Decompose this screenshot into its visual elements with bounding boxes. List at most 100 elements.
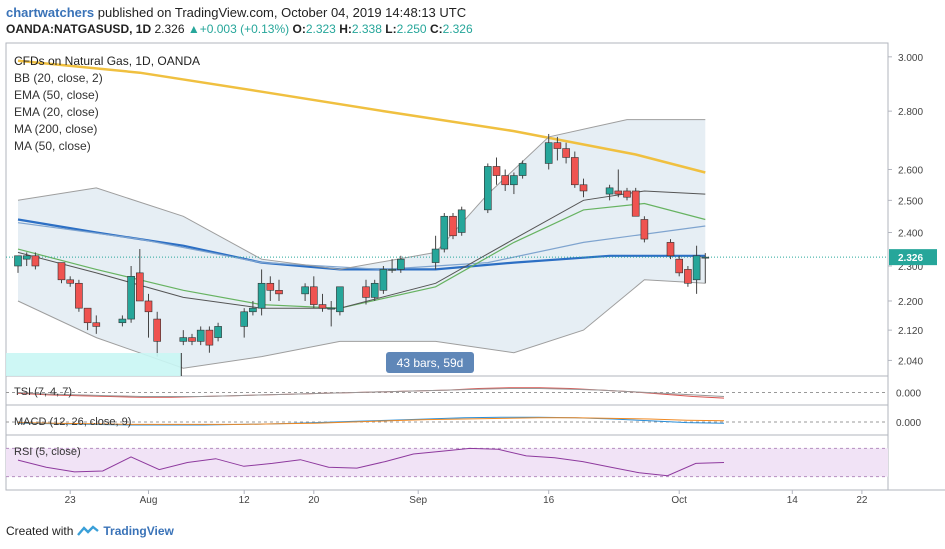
candle — [684, 265, 692, 287]
bb-band — [18, 119, 706, 369]
candle — [327, 300, 336, 327]
legend-ema20: EMA (20, close) — [14, 105, 99, 119]
candle — [388, 259, 396, 273]
candle-body — [205, 329, 214, 346]
time-axis: 23 Aug 12 20 Sep 16 Oct 14 22 — [65, 490, 868, 506]
candle-body — [196, 329, 205, 342]
tradingview-logo-icon — [77, 525, 100, 536]
candle-body — [266, 282, 275, 291]
candle — [492, 157, 501, 185]
time-tick-label: 14 — [787, 495, 799, 506]
candle-body — [179, 337, 188, 342]
candle — [92, 315, 101, 334]
time-tick-label: Aug — [140, 495, 158, 506]
overlay-ema-50-close- — [17, 59, 706, 174]
up-arrow-icon: ▲ — [187, 22, 200, 36]
candle — [205, 326, 214, 353]
candles — [14, 133, 710, 357]
sub-pane — [5, 404, 889, 436]
legend-ma200: MA (200, close) — [14, 122, 98, 136]
candle-body — [318, 304, 327, 309]
time-tick-label: Oct — [671, 495, 687, 506]
candle-body — [570, 157, 579, 186]
candle — [614, 169, 623, 198]
candle — [275, 279, 283, 301]
candle — [640, 216, 649, 243]
candle — [196, 326, 205, 346]
candle-body — [440, 215, 449, 250]
pane-zero-label: 0.000 — [896, 389, 921, 400]
candle — [127, 265, 135, 323]
footer-brand[interactable]: TradingView — [103, 524, 174, 538]
time-tick-label: 22 — [856, 495, 868, 506]
candle-body — [701, 256, 710, 259]
candle-body — [153, 318, 161, 342]
candle — [562, 142, 570, 164]
candle — [510, 172, 518, 195]
bb-fill — [18, 119, 706, 369]
candle-body — [553, 142, 562, 149]
candle-body — [388, 269, 396, 271]
candle-body — [136, 272, 144, 302]
candle-body — [275, 290, 283, 295]
candle-body — [127, 276, 135, 320]
candle — [118, 315, 127, 327]
price-tick-label: 2.400 — [898, 228, 923, 239]
candle — [623, 187, 631, 201]
close-label: C: — [429, 22, 443, 36]
publisher-line: chartwatchers published on TradingView.c… — [6, 5, 466, 20]
price-axis: 3.000 2.800 2.600 2.500 2.400 2.300 2.200 2.120… — [888, 53, 937, 367]
created-with-text: Created with — [6, 524, 74, 538]
candle — [692, 245, 701, 294]
candle — [31, 252, 40, 270]
last-price: 2.326 — [154, 22, 185, 36]
price-tick-label: 3.000 — [898, 53, 923, 64]
price-tick-label: 2.200 — [898, 297, 923, 308]
candle — [240, 308, 248, 338]
candle-body — [301, 286, 309, 295]
candle — [66, 276, 74, 287]
candle — [257, 269, 266, 316]
candle-body — [640, 219, 649, 240]
candle-body — [631, 190, 640, 217]
symbol-line: OANDA:NATGASUSD, 1D 2.326 ▲+0.003 (+0.13… — [6, 22, 473, 36]
candle-body — [22, 255, 31, 260]
price-tick-label: 2.120 — [898, 326, 923, 337]
published-text: published on TradingView.com, October 04… — [97, 5, 467, 20]
overlay-bb-lower — [17, 279, 706, 369]
candle-body — [188, 337, 196, 342]
candle-body — [675, 258, 684, 274]
candle — [309, 276, 318, 309]
candle-body — [666, 242, 675, 257]
rsi-band — [6, 448, 888, 477]
candle — [605, 184, 614, 201]
candle-body — [562, 148, 570, 158]
candle-body — [457, 209, 466, 233]
candle — [449, 213, 457, 240]
range-label-text: 43 bars, 59d — [397, 356, 464, 370]
candle — [75, 279, 83, 312]
range-label-box — [386, 352, 474, 373]
candle — [83, 307, 92, 331]
candle — [396, 255, 405, 273]
candle-body — [118, 318, 127, 324]
candle — [501, 169, 510, 191]
candle — [675, 255, 684, 277]
close-value: 2.326 — [442, 22, 473, 36]
price-tick-label: 2.600 — [898, 165, 923, 176]
time-tick-label: 12 — [239, 495, 251, 506]
publisher-name[interactable]: chartwatchers — [6, 5, 95, 20]
time-tick-label: 23 — [65, 495, 77, 506]
low-label: L: — [385, 22, 397, 36]
candle-body — [370, 282, 379, 298]
candle-body — [449, 215, 457, 237]
candle — [57, 262, 66, 284]
range-highlight — [6, 353, 182, 376]
legend-ema50: EMA (50, close) — [14, 88, 99, 102]
price-tick-label: 2.500 — [898, 196, 923, 207]
candle-body — [684, 269, 692, 284]
high-value: 2.338 — [351, 22, 382, 36]
macd-label: MACD (12, 26, close, 9) — [14, 416, 132, 428]
candle-body — [518, 163, 527, 176]
